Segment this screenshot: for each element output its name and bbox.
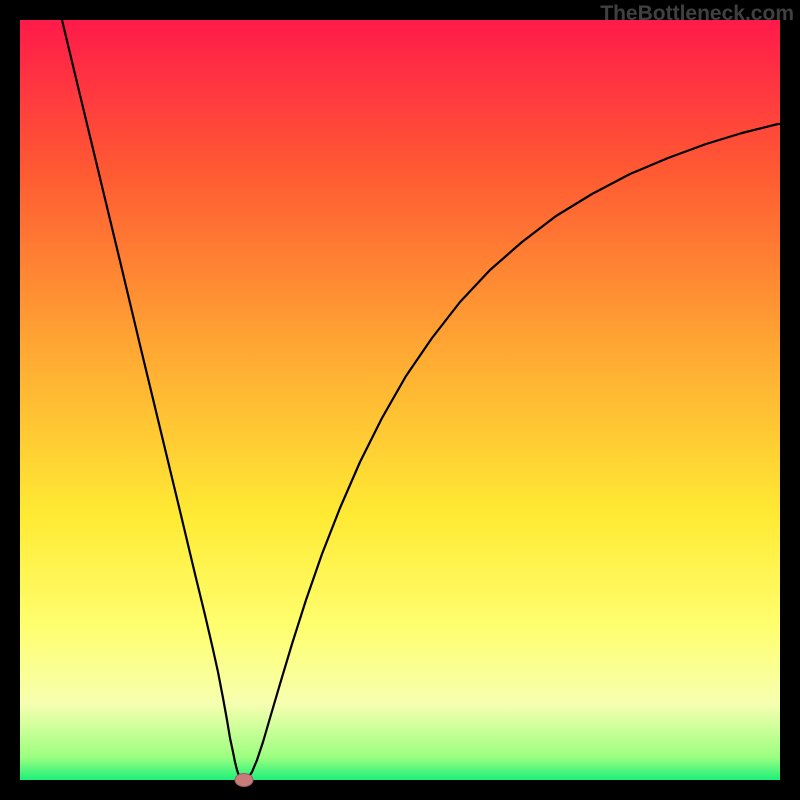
- chart-frame: TheBottleneck.com: [0, 0, 800, 800]
- watermark-text: TheBottleneck.com: [600, 2, 794, 26]
- minimum-marker: [235, 774, 253, 787]
- bottleneck-curve: [20, 20, 780, 780]
- curve-path: [62, 20, 780, 780]
